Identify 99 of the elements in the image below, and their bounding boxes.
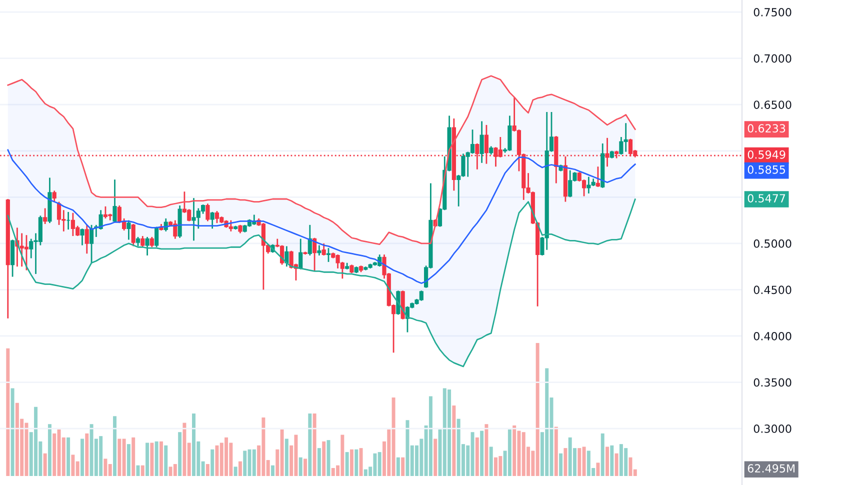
bar (484, 424, 488, 476)
bar (140, 465, 144, 476)
bar (614, 453, 618, 476)
candlestick (596, 166, 600, 188)
y-tick-label: 0.3000 (754, 424, 792, 433)
bar (150, 442, 154, 476)
bar (304, 458, 307, 476)
candlestick (84, 224, 89, 254)
bar (350, 449, 354, 476)
candlestick (24, 234, 29, 271)
candlestick (43, 208, 48, 225)
bar (434, 438, 438, 476)
bar (508, 429, 512, 476)
bar (113, 416, 117, 476)
candlestick (80, 228, 84, 246)
bar (243, 450, 247, 476)
candlestick (210, 211, 214, 230)
bar (606, 446, 609, 476)
ref-line-label: 0.5949 (748, 150, 786, 159)
bar (401, 457, 405, 476)
bar (52, 433, 56, 476)
text: 62.495M (748, 464, 794, 473)
bar (452, 406, 456, 476)
text: 0.6233 (748, 124, 786, 133)
bar (252, 449, 256, 476)
candlestick (470, 128, 475, 154)
bar (512, 425, 516, 476)
candlestick (484, 124, 489, 165)
bar (317, 448, 321, 476)
y-tick-label: 0.7000 (754, 54, 792, 63)
bar (596, 462, 600, 476)
bar (164, 445, 168, 476)
candlestick (140, 235, 145, 248)
bar (284, 438, 288, 476)
candlestick (126, 220, 131, 240)
bar (345, 452, 349, 476)
bar (173, 464, 177, 476)
candlestick (112, 178, 117, 223)
y-tick-label: 0.5000 (754, 239, 792, 248)
bar (146, 442, 150, 476)
candlestick (322, 242, 326, 256)
bar (600, 433, 604, 476)
bar (610, 445, 614, 476)
candlestick (298, 238, 303, 270)
bar (159, 441, 163, 476)
candlestick (326, 247, 331, 263)
text: 0.5477 (748, 194, 786, 202)
bar (564, 448, 568, 476)
candlestick (52, 190, 56, 202)
bar (396, 457, 400, 476)
bar (80, 438, 84, 476)
y-tick-label: 0.4500 (754, 286, 792, 294)
candlestick (136, 236, 140, 247)
bar (210, 449, 214, 476)
candlestick (56, 201, 62, 226)
candlestick (131, 223, 136, 247)
candlestick (103, 206, 108, 220)
y-tick-label: 0.3500 (754, 378, 792, 387)
bar (326, 440, 330, 476)
text: 0.5855 (748, 165, 786, 174)
bar (10, 388, 14, 476)
bar (6, 348, 10, 476)
bar (428, 396, 432, 476)
bar (206, 464, 210, 476)
bar (322, 441, 326, 476)
bar (354, 449, 358, 476)
bar (234, 466, 238, 476)
bar (154, 441, 158, 476)
y-tick-label: 0.7500 (754, 8, 792, 16)
bar (66, 437, 70, 476)
bar (238, 461, 242, 476)
bar (270, 465, 274, 476)
candlestick (214, 210, 220, 224)
y-tick-label: 0.6500 (754, 100, 792, 109)
bar (475, 437, 479, 476)
y-tick-label: 0.4000 (754, 332, 792, 340)
line-series (7, 75, 636, 246)
candlestick (480, 120, 484, 164)
bar (85, 433, 89, 476)
bar (178, 432, 182, 476)
line-series (7, 198, 636, 368)
bar (312, 413, 316, 476)
candlestick (145, 236, 150, 256)
bar (298, 457, 302, 476)
bar (489, 446, 493, 476)
candlestick (317, 244, 322, 256)
candlestick (200, 204, 206, 214)
bar (126, 444, 130, 476)
candlestick (150, 236, 154, 248)
candlestick (206, 202, 210, 222)
bar (559, 453, 563, 476)
bar (554, 426, 558, 476)
bar (480, 430, 484, 476)
bar (132, 437, 136, 476)
bar (308, 413, 312, 476)
candlestick (89, 224, 94, 264)
bar (43, 453, 47, 476)
bar (359, 448, 363, 476)
bar (48, 424, 52, 476)
